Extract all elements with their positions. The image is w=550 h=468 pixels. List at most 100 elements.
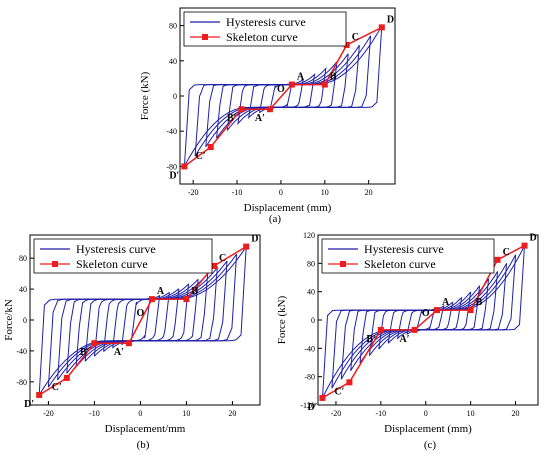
y-tick-label: 40 xyxy=(307,288,315,297)
skeleton-point xyxy=(378,24,385,31)
skeleton-point xyxy=(494,256,501,263)
point-label: O xyxy=(137,308,145,319)
point-label: D′ xyxy=(169,170,179,181)
point-label: A′ xyxy=(399,334,409,345)
panel-caption: (c) xyxy=(424,439,437,451)
legend-label-hysteresis: Hysteresis curve xyxy=(226,15,306,29)
point-label: D′ xyxy=(24,399,34,410)
point-label: C′ xyxy=(52,382,62,393)
point-label: B′ xyxy=(80,347,90,358)
skeleton-point xyxy=(433,307,440,314)
legend-label-skeleton: Skeleton curve xyxy=(226,30,298,44)
panel-caption: (a) xyxy=(269,213,282,225)
y-axis-label: Force/kN xyxy=(3,299,15,341)
x-tick-label: 20 xyxy=(365,188,373,197)
x-tick-label: -10 xyxy=(232,188,243,197)
legend-box xyxy=(33,238,213,274)
point-label: A xyxy=(157,286,165,297)
y-tick-label: 0 xyxy=(173,92,177,101)
y-tick-label: -80 xyxy=(304,373,315,382)
point-label: C xyxy=(219,253,226,264)
point-label: C′ xyxy=(196,151,206,162)
y-axis-label: Force (kN) xyxy=(276,295,288,344)
x-tick-label: 10 xyxy=(182,409,190,418)
hysteresis-loop xyxy=(47,253,238,388)
skeleton-point xyxy=(411,326,418,333)
skeleton-point xyxy=(521,242,528,249)
point-label: A xyxy=(297,72,305,83)
x-tick-label: 10 xyxy=(467,409,475,418)
point-label: D xyxy=(251,234,258,245)
point-label: A′ xyxy=(114,347,124,358)
point-label: A xyxy=(442,297,450,308)
hysteresis-loops xyxy=(38,246,247,396)
point-label: D xyxy=(387,14,394,25)
hysteresis-loop xyxy=(57,260,228,381)
chart-panel-2: -20 -10 0 10 20 -80 -40 0 40 80 Displacement/mm For… xyxy=(3,234,261,451)
skeleton-point xyxy=(321,81,328,88)
x-tick-label: -20 xyxy=(188,188,199,197)
x-tick-label: 20 xyxy=(512,409,520,418)
x-tick-label: 0 xyxy=(138,409,142,418)
legend-label-hysteresis: Hysteresis curve xyxy=(364,242,444,256)
legend-marker-skeleton xyxy=(202,34,208,40)
point-label: B xyxy=(476,297,483,308)
x-tick-label: -20 xyxy=(331,409,342,418)
skeleton-point xyxy=(243,243,250,250)
y-tick-label: 120 xyxy=(303,231,315,240)
skeleton-point xyxy=(467,307,474,314)
skeleton-point xyxy=(148,296,155,303)
x-axis-label: Displacement (mm) xyxy=(384,423,472,435)
x-tick-label: 10 xyxy=(321,188,329,197)
y-tick-label: -40 xyxy=(304,344,315,353)
skeleton-point xyxy=(266,106,273,113)
hysteresis-loops xyxy=(183,25,383,167)
legend-marker-skeleton xyxy=(52,261,58,267)
skeleton-point xyxy=(183,296,190,303)
legend-label-skeleton: Skeleton curve xyxy=(76,257,148,271)
skeleton-point xyxy=(288,81,295,88)
legend-label-skeleton: Skeleton curve xyxy=(364,257,436,271)
y-tick-label: 40 xyxy=(19,285,27,294)
y-tick-label: -40 xyxy=(166,127,177,136)
point-label: O xyxy=(277,84,285,95)
legend-box xyxy=(183,11,347,47)
skeleton-point xyxy=(91,340,98,347)
y-tick-label: -80 xyxy=(166,162,177,171)
y-tick-label: 0 xyxy=(23,316,27,325)
x-tick-label: 0 xyxy=(424,409,428,418)
x-axis-label: Displacement (mm) xyxy=(244,202,332,214)
point-label: O xyxy=(422,308,430,319)
legend-box xyxy=(321,238,495,274)
skeleton-point xyxy=(238,106,245,113)
skeleton-curve xyxy=(183,26,383,168)
skeleton-point xyxy=(346,379,353,386)
legend-marker-skeleton xyxy=(340,261,346,267)
skeleton-point xyxy=(343,41,350,48)
point-label: D′ xyxy=(307,402,317,413)
skeleton-point xyxy=(319,394,326,401)
point-label: D xyxy=(530,233,537,244)
chart-panel-3: -20 -10 0 10 20 -120 -80 -40 0 40 80 120 Displacemen… xyxy=(276,231,539,451)
point-label: B xyxy=(191,286,198,297)
point-label: C′ xyxy=(334,386,344,397)
y-tick-label: 80 xyxy=(19,254,27,263)
x-tick-label: 0 xyxy=(279,188,283,197)
y-tick-label: 0 xyxy=(311,316,315,325)
y-tick-label: 40 xyxy=(169,57,177,66)
chart-panel-1: -20 -10 0 10 20 -80 -40 0 40 80 Displacement (mm) F… xyxy=(139,7,396,225)
y-tick-label: 80 xyxy=(307,259,315,268)
x-tick-label: 20 xyxy=(228,409,236,418)
point-label: C xyxy=(503,247,510,258)
y-axis-label: Force (kN) xyxy=(139,71,151,120)
x-tick-label: -20 xyxy=(43,409,54,418)
x-tick-label: -10 xyxy=(376,409,387,418)
x-axis-label: Displacement/mm xyxy=(105,423,186,435)
panel-caption: (b) xyxy=(137,439,150,451)
skeleton-point xyxy=(181,163,188,170)
skeleton-point xyxy=(63,374,70,381)
y-tick-label: -120 xyxy=(300,401,315,410)
skeleton-point xyxy=(36,391,43,398)
skeleton-point xyxy=(125,340,132,347)
